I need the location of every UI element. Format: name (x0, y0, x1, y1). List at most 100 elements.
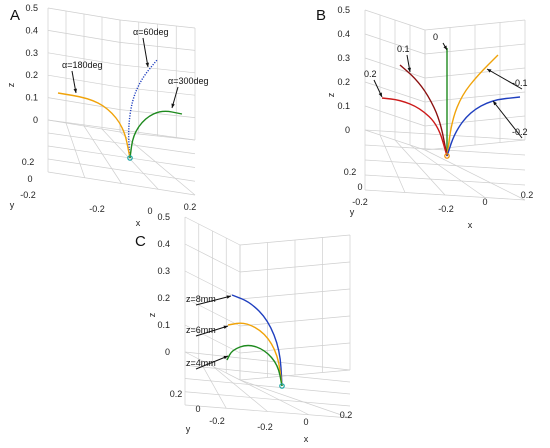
z-tick-label: 0.3 (337, 53, 350, 63)
arrow-head (378, 92, 382, 97)
series-label: α=300deg (168, 76, 209, 86)
y-tick-label: -0.2 (209, 416, 225, 426)
x-axis-label: x (468, 220, 473, 230)
grid (47, 7, 196, 196)
panel-A: A 0 0.1 0.2 0.3 0.4 0.5 -0.2 0 0.2 0.2 0 -0.2 x y z α=60… (6, 3, 209, 228)
z-tick-label: 0.3 (25, 48, 38, 58)
series-label: z=4mm (186, 358, 216, 368)
z-axis-label: z (147, 312, 157, 317)
grid-line (424, 149, 526, 201)
y-tick-label: 0 (27, 174, 32, 184)
series-curve (446, 54, 499, 157)
grid-line (101, 128, 159, 190)
z-tick-label: 0 (165, 347, 170, 357)
grid-line (47, 119, 196, 141)
panel-B: B00.10.20.30.40.5-0.200.20.20-0.2xyz00.1… (316, 5, 533, 230)
grid-line (364, 189, 526, 201)
z-tick-label: 0.2 (157, 293, 170, 303)
grid-line (184, 351, 351, 371)
x-tick-label: 0 (303, 417, 308, 427)
grid-line (65, 122, 86, 178)
grid-line (47, 132, 196, 155)
grid-line (409, 144, 486, 198)
z-tick-label: 0.3 (157, 266, 170, 276)
grid-line (47, 158, 196, 182)
z-tick-label: 0.5 (337, 5, 350, 15)
x-tick-label: 0 (147, 206, 152, 216)
x-tick-label: 0.2 (521, 190, 534, 200)
x-tick-label: -0.2 (89, 204, 105, 214)
grid-line (364, 129, 526, 141)
x-axis-label: x (304, 434, 309, 444)
origin-marker (279, 383, 285, 389)
y-axis-label: y (186, 424, 191, 434)
grid-line (364, 159, 526, 171)
grid-line (226, 372, 309, 416)
panel-C: C 0 0.1 0.2 0.3 0.4 0.5 -0.2 0 0.2 0.2 0 -0.2 x y z z=8m… (135, 212, 352, 444)
panel-label: B (316, 7, 326, 24)
grid-line (47, 171, 196, 196)
annotation-arrow (195, 325, 229, 337)
series-label: α=60deg (133, 27, 169, 37)
series-label: α=180deg (62, 60, 103, 70)
arrow-head (407, 67, 412, 72)
annotation-arrow (195, 355, 229, 370)
z-tick-label: 0.5 (25, 3, 38, 13)
series-label: 0.1 (397, 44, 410, 54)
y-tick-label: -0.2 (352, 197, 368, 207)
grid-line (364, 174, 526, 186)
z-tick-label: 0 (33, 115, 38, 125)
z-tick-label: 0.4 (337, 29, 350, 39)
y-axis-label: y (350, 207, 355, 217)
y-tick-label: -0.2 (20, 190, 36, 200)
grid-line (212, 365, 268, 412)
series-label: z=8mm (186, 294, 216, 304)
series-curve (381, 97, 448, 157)
arrow-head (73, 88, 77, 93)
grid-line (184, 391, 351, 407)
series-label: 0 (433, 32, 438, 42)
series-label: -0.2 (512, 127, 528, 137)
z-tick-label: 0.1 (25, 93, 38, 103)
origin-marker (127, 155, 133, 161)
series-curve (57, 92, 131, 159)
z-tick-label: 0.2 (25, 70, 38, 80)
grid (364, 9, 526, 201)
grid-line (47, 145, 196, 168)
z-tick-label: 0.4 (25, 25, 38, 35)
z-axis-label: z (326, 92, 336, 97)
series-curve (226, 344, 283, 387)
arrow-head (223, 325, 228, 329)
y-axis-label: y (10, 200, 15, 210)
grid-line (119, 131, 196, 196)
z-tick-label: 0 (345, 125, 350, 135)
series-curve (231, 294, 283, 387)
arrow-head (226, 295, 231, 299)
x-tick-label: 0 (482, 197, 487, 207)
z-tick-label: 0.4 (157, 239, 170, 249)
y-tick-label: 0.2 (344, 167, 357, 177)
z-tick-label: 0.2 (337, 77, 350, 87)
annotation-arrow (142, 37, 149, 68)
origin-marker (444, 153, 450, 159)
arrow-head (443, 45, 447, 50)
grid-line (83, 125, 122, 184)
z-axis-label: z (6, 82, 16, 87)
y-tick-label: 0 (195, 404, 200, 414)
annotation-arrow (195, 295, 232, 306)
x-tick-label: 0.2 (340, 410, 353, 420)
x-axis-label: x (136, 218, 141, 228)
series-label: 0.2 (364, 69, 377, 79)
series-curve (129, 110, 183, 159)
x-tick-label: -0.2 (438, 204, 454, 214)
arrow-head (487, 69, 492, 73)
panel-label: A (10, 7, 20, 24)
z-tick-label: 0.5 (157, 212, 170, 222)
arrow-head (223, 355, 228, 360)
y-tick-label: 0.2 (170, 389, 183, 399)
grid (184, 216, 351, 419)
series-label: -0.1 (512, 78, 528, 88)
series-curve (446, 96, 521, 157)
x-tick-label: -0.2 (257, 422, 273, 432)
